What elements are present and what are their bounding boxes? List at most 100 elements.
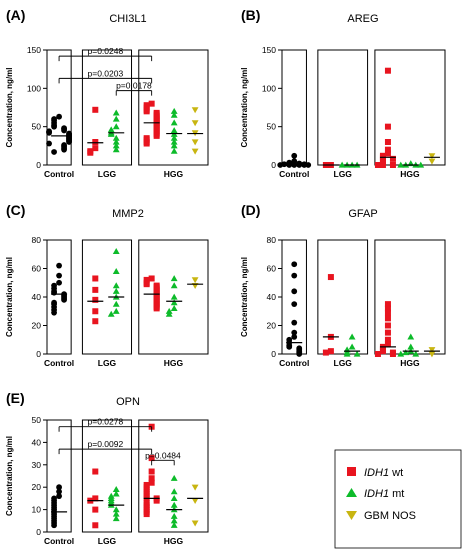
data-point-triangle-up xyxy=(402,349,410,356)
y-tick-label: 20 xyxy=(32,482,42,492)
data-point-circle xyxy=(66,139,72,145)
data-point-circle xyxy=(46,129,52,136)
data-point-triangle-up xyxy=(112,109,120,116)
data-point-triangle-up xyxy=(170,142,178,149)
data-point-square xyxy=(92,495,99,502)
group-label: HGG xyxy=(164,169,184,179)
p-value-label: p=0.0178 xyxy=(116,81,152,91)
data-point-triangle-down xyxy=(191,139,199,146)
data-point-circle xyxy=(291,288,298,295)
data-point-triangle-down xyxy=(191,498,199,505)
data-point-circle xyxy=(291,334,298,340)
data-point-circle xyxy=(51,522,57,529)
p-value-label: p=0.0203 xyxy=(88,68,124,78)
group-box xyxy=(138,419,209,533)
group-box xyxy=(81,239,133,355)
data-series xyxy=(338,161,361,168)
data-point-square xyxy=(384,309,391,316)
legend-item-idh1-mt: IDH1 mt xyxy=(346,488,404,500)
y-axis-label: Concentration, ng/ml xyxy=(5,68,14,148)
p-value-label: p=0.0248 xyxy=(88,46,124,56)
legend-label: IDH1 wt xyxy=(364,467,403,479)
data-series xyxy=(166,474,183,528)
data-point-triangle-up xyxy=(170,111,178,118)
legend: IDH1 wt IDH1 mt GBM NOS xyxy=(334,449,462,549)
chart-panel: (C) MMP2 0 20 40 60 80 Concentration, ng/ml Cont… xyxy=(5,202,209,368)
panel-letter: (B) xyxy=(241,7,260,23)
group-box xyxy=(81,49,133,166)
data-point-square xyxy=(87,149,94,156)
data-point-triangle-up xyxy=(112,510,120,517)
y-tick-label: 20 xyxy=(267,321,277,331)
y-tick-label: 100 xyxy=(262,83,276,93)
group-box xyxy=(317,239,369,355)
data-series xyxy=(165,275,183,317)
group-label: HGG xyxy=(164,358,184,368)
data-point-circle xyxy=(286,343,293,350)
data-point-circle xyxy=(56,488,62,495)
data-point-triangle-up xyxy=(112,307,120,314)
data-point-triangle-up xyxy=(112,146,120,153)
data-point-triangle-up xyxy=(112,300,120,307)
group-box xyxy=(281,239,307,355)
data-series xyxy=(322,162,339,168)
data-point-square xyxy=(92,522,99,529)
group-label: HGG xyxy=(400,358,420,368)
data-point-triangle-up xyxy=(170,293,178,300)
y-tick-label: 40 xyxy=(32,437,42,447)
data-point-triangle-up xyxy=(112,490,120,497)
data-point-circle xyxy=(56,484,62,491)
data-point-square xyxy=(384,305,391,312)
data-series xyxy=(107,248,125,317)
data-point-circle xyxy=(51,123,57,130)
data-point-triangle-up xyxy=(107,310,115,317)
data-point-triangle-up xyxy=(112,506,120,513)
data-point-triangle-up xyxy=(407,343,415,350)
data-point-triangle-down xyxy=(428,158,436,165)
y-axis-label: Concentration, ng/ml xyxy=(5,436,14,516)
data-point-square xyxy=(92,468,99,475)
legend-label: IDH1 mt xyxy=(364,488,404,500)
legend-item-idh1-wt: IDH1 wt xyxy=(347,467,403,479)
data-point-triangle-up xyxy=(170,282,178,289)
p-value-label: p=0.0278 xyxy=(88,417,124,427)
y-tick-label: 150 xyxy=(262,45,276,55)
legend-label: GBM NOS xyxy=(364,510,416,522)
data-point-square xyxy=(92,275,99,282)
group-label: Control xyxy=(44,358,74,368)
group-label: Control xyxy=(44,169,74,179)
group-box xyxy=(281,49,307,166)
y-tick-label: 150 xyxy=(27,45,41,55)
data-point-circle xyxy=(61,146,67,153)
data-point-triangle-up xyxy=(170,495,178,501)
data-point-square xyxy=(384,123,391,130)
data-point-square xyxy=(148,475,155,482)
data-series xyxy=(397,333,420,357)
data-point-square xyxy=(327,274,334,281)
data-series xyxy=(187,277,204,289)
panel-title: MMP2 xyxy=(112,208,144,220)
data-point-square xyxy=(148,479,155,486)
data-point-triangle-up xyxy=(112,515,120,522)
y-tick-label: 0 xyxy=(36,527,41,537)
panel-letter: (E) xyxy=(6,390,25,406)
data-point-triangle-up xyxy=(170,305,178,311)
panel-title: AREG xyxy=(347,13,378,25)
data-point-square xyxy=(143,140,150,147)
data-series xyxy=(286,261,303,357)
data-point-square xyxy=(153,497,160,504)
data-series xyxy=(87,468,104,529)
legend-swatch-square xyxy=(347,467,356,476)
data-point-triangle-up xyxy=(112,282,120,289)
data-point-square xyxy=(374,351,381,357)
data-point-circle xyxy=(291,319,298,326)
data-point-triangle-up xyxy=(107,130,115,137)
data-series xyxy=(397,160,425,168)
data-series xyxy=(143,423,160,518)
group-label: LGG xyxy=(334,358,353,368)
data-point-triangle-up xyxy=(112,134,120,141)
data-point-triangle-up xyxy=(407,333,415,340)
data-point-triangle-up xyxy=(112,248,120,254)
data-series xyxy=(51,262,68,316)
data-point-triangle-up xyxy=(112,138,120,145)
